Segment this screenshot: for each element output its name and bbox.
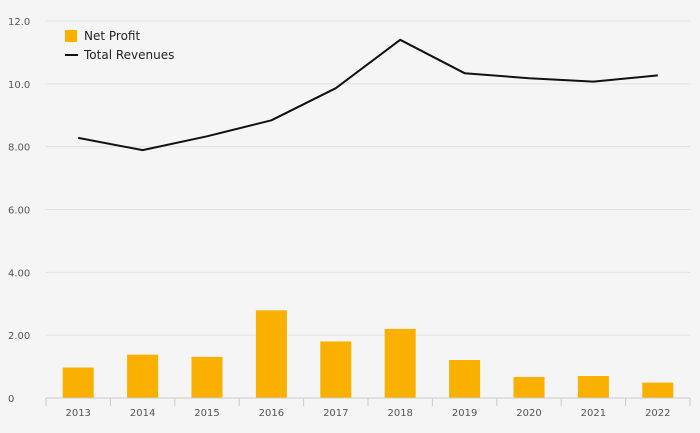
y-axis-ticks: 0 2.00 4.00 6.00 8.00 10.0 12.0	[8, 17, 30, 405]
legend-item-net-profit: Net Profit	[65, 29, 140, 43]
bar-net-profit	[513, 376, 545, 398]
bar-net-profit	[127, 354, 159, 398]
y-tick-label: 0	[8, 394, 14, 405]
y-tick-label: 10.0	[8, 80, 30, 91]
bar-net-profit	[191, 356, 223, 398]
bar-net-profit	[449, 359, 481, 398]
y-tick-label: 4.00	[8, 268, 30, 279]
x-tick-label: 2015	[194, 408, 219, 419]
legend-label-net-profit: Net Profit	[84, 29, 140, 43]
legend-label-total-revenues: Total Revenues	[83, 48, 174, 62]
legend: Net Profit Total Revenues	[65, 29, 174, 62]
y-tick-label: 12.0	[8, 17, 30, 28]
y-tick-label: 8.00	[8, 143, 30, 154]
x-tick-label: 2020	[516, 408, 541, 419]
x-tick-label: 2019	[452, 408, 477, 419]
x-tick-label: 2013	[65, 408, 90, 419]
bar-net-profit	[577, 376, 609, 398]
bar-net-profit	[62, 367, 94, 398]
bar-net-profit	[320, 341, 352, 398]
legend-item-total-revenues: Total Revenues	[65, 48, 174, 62]
total-revenues-line	[78, 38, 658, 152]
y-tick-label: 6.00	[8, 206, 30, 217]
x-tick-label: 2018	[387, 408, 412, 419]
x-tick-label: 2014	[130, 408, 155, 419]
x-tick-label: 2021	[581, 408, 606, 419]
x-tick-label: 2016	[259, 408, 284, 419]
bar-net-profit	[384, 328, 416, 398]
y-tick-label: 2.00	[8, 331, 30, 342]
bar-net-profit	[642, 382, 674, 398]
legend-swatch-total-revenues	[65, 54, 78, 56]
legend-swatch-net-profit	[65, 30, 77, 42]
net-profit-bars	[62, 310, 674, 398]
x-axis: 2013 2014 2015 2016 2017 2018 2019 2020 2021 2022	[45, 397, 691, 419]
x-tick-label: 2022	[645, 408, 670, 419]
gridlines	[46, 20, 690, 336]
bar-net-profit	[255, 310, 287, 398]
x-tick-label: 2017	[323, 408, 348, 419]
